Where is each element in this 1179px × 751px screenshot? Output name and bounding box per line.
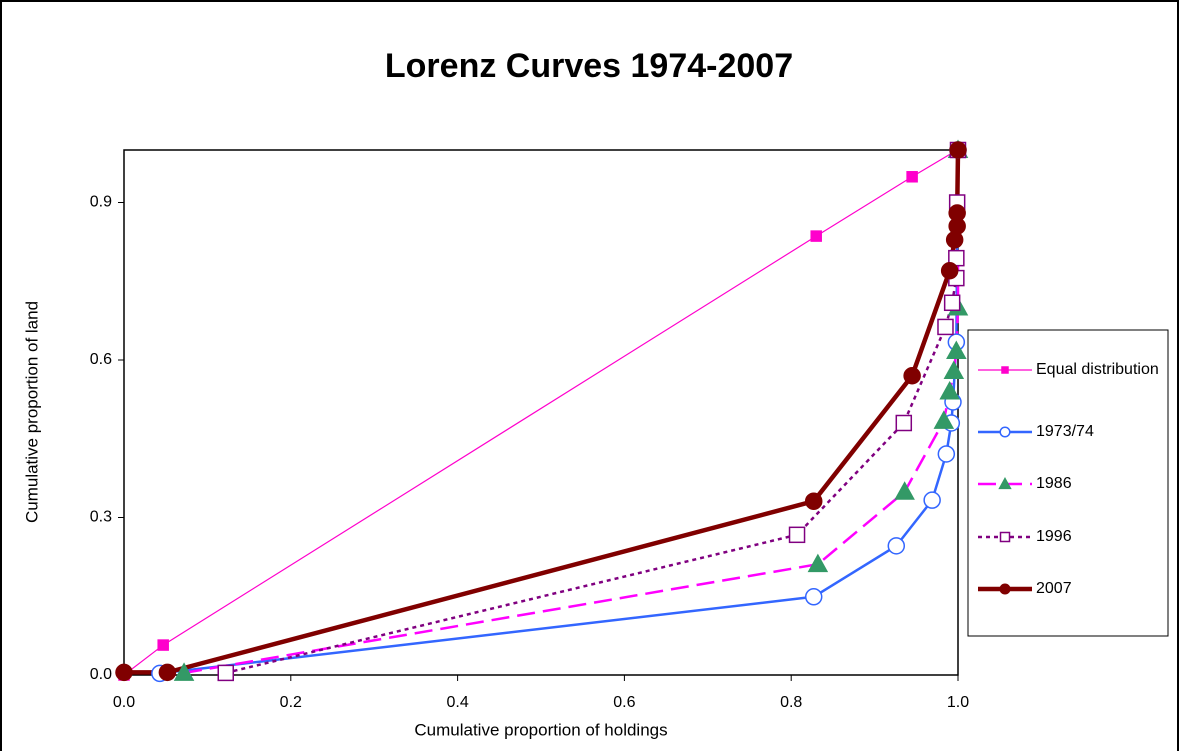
plot-area xyxy=(123,149,959,676)
legend-label: 1996 xyxy=(1036,528,1072,545)
legend-label: 2007 xyxy=(1036,580,1072,597)
x-tick-label: 0.2 xyxy=(280,694,302,711)
y-axis-label: Cumulative proportion of land xyxy=(22,301,41,523)
chart-title: Lorenz Curves 1974-2007 xyxy=(385,47,793,85)
y-tick-label: 0.6 xyxy=(90,351,112,368)
y-tick-label: 0.9 xyxy=(90,194,112,211)
x-tick-label: 1.0 xyxy=(947,694,969,711)
legend-label: 1986 xyxy=(1036,475,1072,492)
marker xyxy=(217,664,234,682)
marker xyxy=(810,230,822,242)
marker xyxy=(804,492,823,510)
x-tick-label: 0.0 xyxy=(113,694,135,711)
marker xyxy=(158,663,177,682)
x-axis-label: Cumulative proportion of holdings xyxy=(414,720,667,739)
marker xyxy=(887,537,906,555)
marker xyxy=(804,588,823,606)
marker xyxy=(999,531,1011,543)
marker xyxy=(173,662,195,681)
marker xyxy=(933,410,955,429)
marker xyxy=(894,481,915,500)
y-tick-label: 0.0 xyxy=(90,666,112,683)
marker xyxy=(943,360,965,379)
marker xyxy=(999,583,1011,595)
marker xyxy=(948,204,966,222)
marker xyxy=(115,663,133,682)
y-tick-label: 0.3 xyxy=(90,509,112,526)
marker xyxy=(906,171,918,183)
legend-label: Equal distribution xyxy=(1036,361,1159,378)
marker xyxy=(946,340,967,360)
marker xyxy=(937,318,954,336)
marker xyxy=(903,367,921,385)
marker xyxy=(807,553,829,573)
marker xyxy=(788,526,806,544)
marker xyxy=(999,426,1011,438)
marker xyxy=(943,294,961,312)
x-tick-label: 0.8 xyxy=(780,694,802,711)
marker xyxy=(895,414,913,432)
marker xyxy=(937,445,956,463)
marker xyxy=(923,491,941,509)
marker xyxy=(940,262,959,280)
x-tick-label: 0.4 xyxy=(446,694,468,711)
marker xyxy=(157,639,169,651)
x-tick-label: 0.6 xyxy=(613,694,635,711)
marker xyxy=(949,141,967,159)
marker xyxy=(1001,366,1009,374)
marker xyxy=(998,477,1012,490)
legend-label: 1973/74 xyxy=(1036,423,1094,440)
marker xyxy=(939,380,960,400)
